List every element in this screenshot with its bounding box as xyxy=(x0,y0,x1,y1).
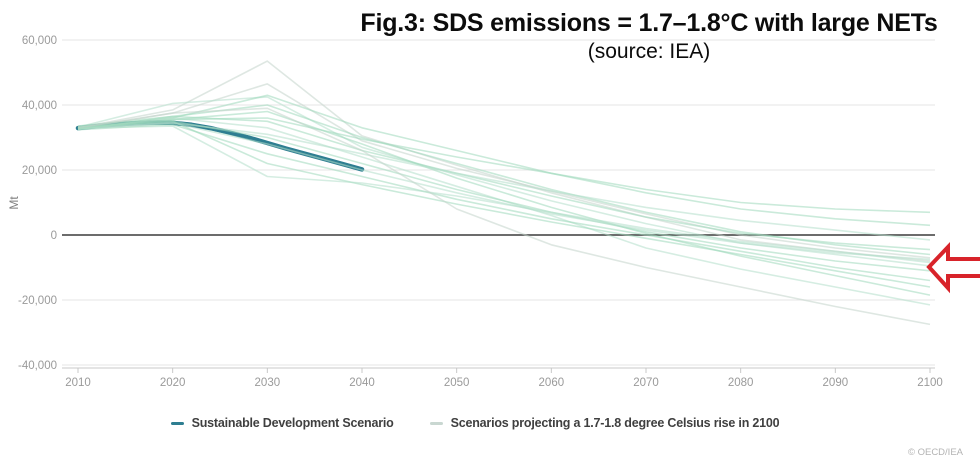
y-tick-label: 0 xyxy=(51,230,57,242)
x-tick-label: 2090 xyxy=(823,377,849,389)
scenario-line xyxy=(77,123,931,282)
scenario-line-swatch-icon xyxy=(429,421,443,425)
x-tick-label: 2060 xyxy=(539,377,565,389)
x-tick-label: 2040 xyxy=(349,377,375,389)
legend-label-scenarios: Scenarios projecting a 1.7-1.8 degree Ce… xyxy=(450,416,780,430)
scenario-line xyxy=(77,83,931,259)
y-tick-label: 40,000 xyxy=(22,100,57,112)
y-axis-unit-label: Mt xyxy=(7,196,21,210)
copyright-note: © OECD/IEA xyxy=(907,447,963,458)
scenario-line xyxy=(77,94,931,227)
red-left-arrow-icon xyxy=(926,241,980,294)
scenario-line xyxy=(77,125,931,264)
x-tick-label: 2070 xyxy=(633,377,659,389)
x-tick-label: 2010 xyxy=(65,377,91,389)
scenario-line xyxy=(77,110,931,296)
scenario-line xyxy=(77,117,931,214)
x-tick-label: 2030 xyxy=(255,377,281,389)
scenario-line xyxy=(77,122,931,241)
legend-item-sds: Sustainable Development Scenario xyxy=(170,416,394,430)
x-tick-label: 2100 xyxy=(917,377,943,389)
scenario-line xyxy=(77,107,931,326)
y-tick-label: 20,000 xyxy=(22,165,57,177)
y-tick-label: -40,000 xyxy=(18,360,57,372)
x-tick-label: 2050 xyxy=(444,377,470,389)
x-tick-label: 2020 xyxy=(160,377,186,389)
y-tick-label: -20,000 xyxy=(18,295,57,307)
sds-line-swatch-icon xyxy=(170,421,184,425)
legend-label-sds: Sustainable Development Scenario xyxy=(191,416,394,430)
y-tick-label: 60,000 xyxy=(22,35,57,47)
chart-legend: Sustainable Development Scenario Scenari… xyxy=(0,416,950,430)
scenario-line xyxy=(77,117,931,306)
legend-item-scenarios: Scenarios projecting a 1.7-1.8 degree Ce… xyxy=(429,416,780,430)
scenario-line xyxy=(77,120,931,288)
x-tick-label: 2080 xyxy=(728,377,754,389)
scenario-line xyxy=(77,60,931,262)
